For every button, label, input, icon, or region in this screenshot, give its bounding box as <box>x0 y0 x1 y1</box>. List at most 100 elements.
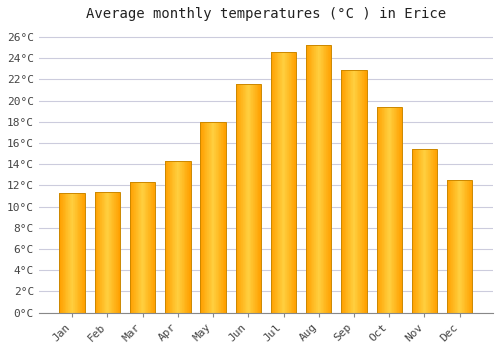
Bar <box>72 193 73 313</box>
Bar <box>202 122 203 313</box>
Bar <box>114 192 115 313</box>
Bar <box>380 107 381 313</box>
Bar <box>450 180 451 313</box>
Bar <box>146 182 147 313</box>
Bar <box>170 161 171 313</box>
Bar <box>272 52 273 313</box>
Bar <box>465 180 466 313</box>
Bar <box>225 122 226 313</box>
Bar <box>279 52 280 313</box>
Bar <box>428 149 429 313</box>
Bar <box>68 193 69 313</box>
Bar <box>397 107 398 313</box>
Bar <box>138 182 139 313</box>
Bar <box>110 192 111 313</box>
Bar <box>290 52 291 313</box>
Bar <box>242 84 243 313</box>
Bar <box>276 52 277 313</box>
Bar <box>250 84 251 313</box>
Bar <box>456 180 457 313</box>
Bar <box>342 70 366 313</box>
Bar <box>447 180 448 313</box>
Bar <box>447 180 472 313</box>
Bar <box>468 180 469 313</box>
Bar <box>254 84 256 313</box>
Bar <box>140 182 141 313</box>
Bar <box>318 46 319 313</box>
Bar <box>463 180 464 313</box>
Bar <box>429 149 430 313</box>
Bar <box>166 161 167 313</box>
Bar <box>133 182 134 313</box>
Bar <box>315 46 316 313</box>
Bar <box>169 161 170 313</box>
Bar <box>361 70 362 313</box>
Bar <box>104 192 105 313</box>
Bar <box>201 122 202 313</box>
Bar <box>105 192 106 313</box>
Bar <box>136 182 137 313</box>
Bar <box>342 70 343 313</box>
Bar <box>413 149 414 313</box>
Bar <box>108 192 110 313</box>
Bar <box>168 161 169 313</box>
Bar <box>153 182 154 313</box>
Bar <box>423 149 424 313</box>
Bar <box>425 149 426 313</box>
Bar <box>385 107 386 313</box>
Bar <box>360 70 361 313</box>
Bar <box>451 180 452 313</box>
Bar <box>295 52 296 313</box>
Bar <box>452 180 454 313</box>
Bar <box>167 161 168 313</box>
Bar <box>82 193 83 313</box>
Bar <box>319 46 320 313</box>
Bar <box>312 46 313 313</box>
Bar <box>181 161 182 313</box>
Bar <box>329 46 330 313</box>
Bar <box>154 182 156 313</box>
Bar <box>416 149 417 313</box>
Bar <box>101 192 102 313</box>
Bar <box>449 180 450 313</box>
Bar <box>364 70 365 313</box>
Bar <box>200 122 226 313</box>
Bar <box>213 122 214 313</box>
Bar <box>292 52 293 313</box>
Bar <box>76 193 77 313</box>
Bar <box>260 84 261 313</box>
Bar <box>378 107 379 313</box>
Bar <box>346 70 347 313</box>
Bar <box>244 84 245 313</box>
Bar <box>357 70 358 313</box>
Bar <box>236 84 237 313</box>
Bar <box>65 193 66 313</box>
Bar <box>427 149 428 313</box>
Bar <box>293 52 294 313</box>
Bar <box>216 122 217 313</box>
Bar <box>116 192 117 313</box>
Bar <box>143 182 144 313</box>
Bar <box>363 70 364 313</box>
Bar <box>151 182 152 313</box>
Bar <box>344 70 345 313</box>
Bar <box>165 161 190 313</box>
Bar <box>365 70 366 313</box>
Bar <box>219 122 220 313</box>
Bar <box>420 149 422 313</box>
Bar <box>240 84 242 313</box>
Bar <box>70 193 71 313</box>
Bar <box>399 107 400 313</box>
Bar <box>217 122 218 313</box>
Bar <box>119 192 120 313</box>
Bar <box>454 180 456 313</box>
Bar <box>94 192 120 313</box>
Bar <box>398 107 399 313</box>
Bar <box>256 84 257 313</box>
Bar <box>414 149 415 313</box>
Bar <box>418 149 419 313</box>
Bar <box>471 180 472 313</box>
Bar <box>183 161 184 313</box>
Bar <box>200 122 201 313</box>
Bar <box>176 161 177 313</box>
